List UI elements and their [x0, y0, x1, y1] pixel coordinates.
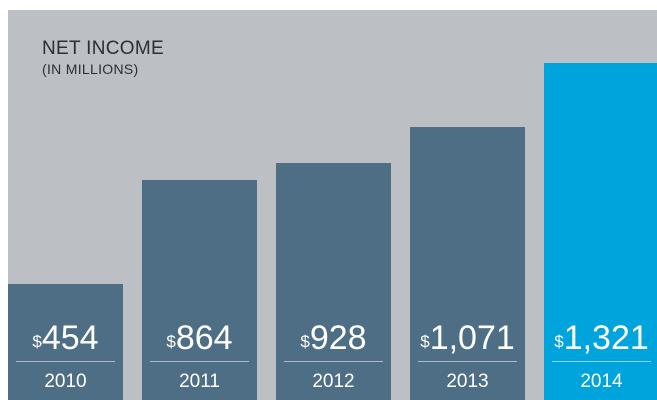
bar-category-label-2012: 2012: [312, 371, 355, 392]
bar-value-label-2014: $1,321: [544, 318, 657, 358]
bar-divider: [418, 361, 517, 362]
bar-value-label-2012: $928: [276, 318, 391, 358]
bar-2012: $928 2012: [276, 163, 391, 400]
bar-category-label-2013: 2013: [446, 371, 489, 392]
bar-value-number: 454: [41, 319, 99, 357]
currency-symbol: $: [554, 332, 564, 351]
bar-2011: $864 2011: [142, 180, 257, 400]
net-income-chart: NET INCOME (IN MILLIONS) $454 2010 $864 201…: [8, 10, 657, 400]
bar-value-label-2011: $864: [142, 318, 257, 358]
bar-value-label-2010: $454: [8, 318, 123, 358]
bar-2010: $454 2010: [8, 284, 123, 400]
bar-category-label-2011: 2011: [179, 371, 220, 392]
bar-divider: [284, 361, 383, 362]
bar-value-number: 864: [175, 319, 233, 357]
chart-title: NET INCOME: [42, 38, 164, 59]
bar-2013: $1,071 2013: [410, 127, 525, 400]
bar-divider: [16, 361, 115, 362]
bar-value-label-2013: $1,071: [410, 318, 525, 358]
bar-divider: [552, 361, 651, 362]
currency-symbol: $: [300, 332, 310, 351]
bar-divider: [150, 361, 249, 362]
chart-subtitle: (IN MILLIONS): [42, 61, 139, 77]
currency-symbol: $: [32, 332, 42, 351]
bar-value-number: 928: [309, 319, 367, 357]
bar-value-number: 1,321: [563, 319, 649, 357]
bar-2014: $1,321 2014: [544, 63, 657, 400]
bar-category-label-2010: 2010: [44, 371, 87, 392]
bar-value-number: 1,071: [429, 319, 515, 357]
bar-category-label-2014: 2014: [580, 371, 623, 392]
chart-title-block: NET INCOME (IN MILLIONS): [42, 38, 164, 78]
currency-symbol: $: [420, 332, 430, 351]
currency-symbol: $: [166, 332, 176, 351]
